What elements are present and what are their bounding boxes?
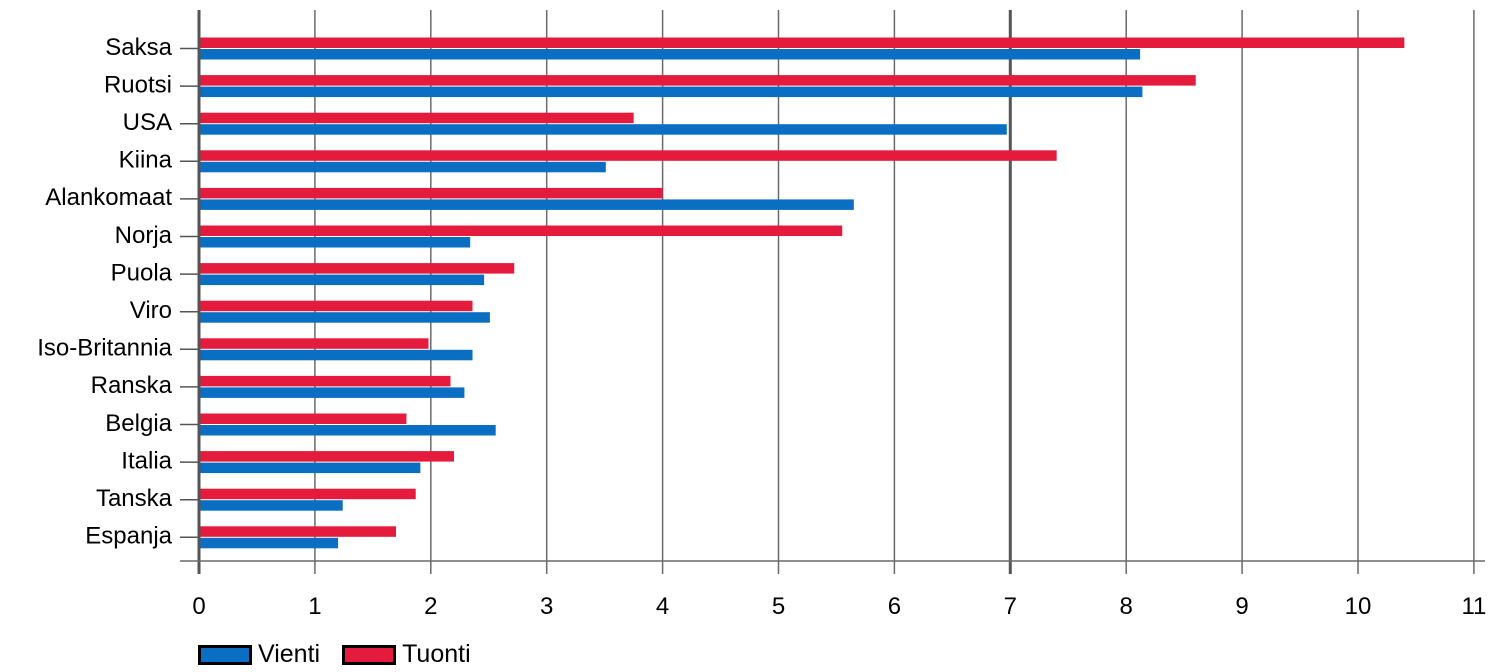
bar-vienti-viro — [199, 312, 490, 323]
x-tick-label-10: 10 — [1345, 593, 1372, 620]
category-label-kiina: Kiina — [119, 147, 173, 174]
x-tick-label-9: 9 — [1235, 593, 1248, 620]
bar-vienti-ranska — [199, 387, 465, 398]
category-label-usa: USA — [123, 109, 172, 136]
bar-vienti-alankomaat — [199, 199, 854, 210]
category-label-belgia: Belgia — [105, 410, 172, 437]
category-label-puola: Puola — [111, 259, 173, 286]
bar-tuonti-alankomaat — [199, 187, 663, 199]
bar-tuonti-iso-britannia — [199, 338, 429, 349]
x-tick-labels: 0 1 2 3 4 5 6 7 8 9 10 11 — [192, 593, 1486, 620]
bar-vienti-usa — [199, 124, 1007, 135]
category-labels: Saksa Ruotsi USA Kiina Alankomaat Norja Puola V… — [37, 34, 172, 550]
bar-tuonti-viro — [199, 300, 473, 312]
bar-tuonti-ranska — [199, 375, 451, 387]
x-tick-label-7: 7 — [1004, 593, 1017, 620]
bar-vienti-italia — [199, 462, 421, 474]
axes — [180, 10, 1485, 574]
category-label-alankomaat: Alankomaat — [45, 184, 172, 211]
legend-swatch-tuonti — [342, 644, 397, 665]
bar-tuonti-kiina — [199, 150, 1057, 161]
category-label-saksa: Saksa — [105, 34, 172, 61]
bar-tuonti-ruotsi — [199, 75, 1196, 86]
category-label-viro: Viro — [130, 297, 172, 324]
legend: Vienti Tuonti — [198, 640, 493, 669]
bar-vienti-puola — [199, 274, 485, 286]
bar-tuonti-belgia — [199, 413, 407, 424]
x-tick-label-5: 5 — [772, 593, 785, 620]
bar-vienti-belgia — [199, 425, 496, 436]
category-label-espanja: Espanja — [85, 523, 172, 550]
category-label-tanska: Tanska — [96, 485, 173, 512]
bar-vienti-ruotsi — [199, 86, 1143, 98]
x-tick-label-0: 0 — [192, 593, 205, 620]
x-tick-label-6: 6 — [888, 593, 901, 620]
bar-tuonti-saksa — [199, 37, 1405, 48]
legend-item-vienti: Vienti — [198, 640, 320, 669]
category-label-iso-britannia: Iso-Britannia — [37, 335, 172, 362]
bar-vienti-espanja — [199, 537, 339, 549]
bar-tuonti-usa — [199, 112, 634, 124]
bars — [199, 37, 1405, 549]
bar-vienti-iso-britannia — [199, 349, 473, 361]
bar-vienti-kiina — [199, 161, 606, 173]
category-label-norja: Norja — [115, 222, 173, 249]
bar-vienti-tanska — [199, 500, 343, 511]
bar-tuonti-norja — [199, 225, 843, 236]
bar-tuonti-espanja — [199, 526, 397, 537]
x-tick-label-3: 3 — [540, 593, 553, 620]
category-label-ranska: Ranska — [91, 372, 173, 399]
bar-tuonti-tanska — [199, 488, 416, 500]
x-tick-label-8: 8 — [1120, 593, 1133, 620]
x-tick-label-4: 4 — [656, 593, 669, 620]
bar-chart: Saksa Ruotsi USA Kiina Alankomaat Norja Puola V… — [37, 10, 1486, 620]
category-label-ruotsi: Ruotsi — [104, 71, 172, 98]
category-label-italia: Italia — [121, 447, 172, 474]
x-tick-label-1: 1 — [308, 593, 321, 620]
x-tick-label-11: 11 — [1461, 593, 1486, 620]
gridlines — [314, 10, 1475, 574]
legend-item-tuonti: Tuonti — [342, 640, 471, 669]
bar-vienti-norja — [199, 237, 471, 248]
legend-swatch-vienti — [198, 644, 252, 665]
legend-label-tuonti: Tuonti — [402, 640, 471, 668]
x-tick-label-2: 2 — [424, 593, 437, 620]
bar-tuonti-italia — [199, 451, 454, 462]
bar-vienti-saksa — [199, 49, 1141, 60]
legend-label-vienti: Vienti — [258, 640, 321, 668]
bar-tuonti-puola — [199, 263, 515, 274]
